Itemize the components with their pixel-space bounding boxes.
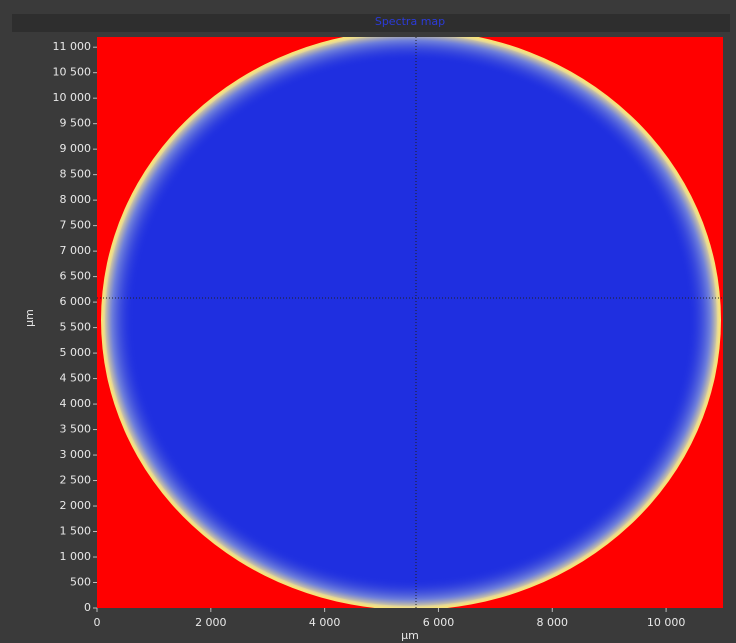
x-tick-label: 10 000 <box>647 616 686 629</box>
y-tick-label: 2 000 <box>60 499 92 512</box>
y-tick-label: 1 500 <box>60 525 92 538</box>
y-tick-label: 7 500 <box>60 219 92 232</box>
y-tick-label: 4 500 <box>60 372 92 385</box>
map <box>97 30 727 620</box>
disc-rim <box>103 32 719 608</box>
x-tick-label: 4 000 <box>309 616 341 629</box>
y-tick-label: 500 <box>70 576 91 589</box>
x-axis-label: µm <box>401 629 419 642</box>
page: {"chart_data": {"type": "heatmap", "titl… <box>0 0 736 643</box>
y-tick-label: 11 000 <box>53 40 92 53</box>
y-tick-label: 3 000 <box>60 448 92 461</box>
y-axis-label: µm <box>23 309 36 327</box>
title-bar <box>12 14 730 32</box>
y-tick-label: 9 500 <box>60 117 92 130</box>
y-tick-label: 10 000 <box>53 91 92 104</box>
y-tick-label: 6 000 <box>60 295 92 308</box>
x-tick-label: 8 000 <box>537 616 569 629</box>
y-tick-label: 0 <box>84 601 91 614</box>
y-tick-label: 3 500 <box>60 423 92 436</box>
chart: Spectra map µm µm 0 500 1 000 1 500 2 000 2 5… <box>0 0 736 643</box>
y-tick-label: 6 500 <box>60 270 92 283</box>
y-tick-label: 5 500 <box>60 321 92 334</box>
y-tick-label: 4 000 <box>60 397 92 410</box>
y-tick-label: 9 000 <box>60 142 92 155</box>
x-tick-label: 2 000 <box>195 616 227 629</box>
y-tick-label: 8 000 <box>60 193 92 206</box>
y-tick-label: 2 500 <box>60 474 92 487</box>
y-tick-label: 7 000 <box>60 244 92 257</box>
y-tick-label: 8 500 <box>60 168 92 181</box>
y-tick-label: 1 000 <box>60 550 92 563</box>
x-tick-label: 6 000 <box>423 616 455 629</box>
chart-title: Spectra map <box>375 15 445 28</box>
x-tick-label: 0 <box>94 616 101 629</box>
y-tick-label: 5 000 <box>60 346 92 359</box>
y-tick-label: 10 500 <box>53 66 92 79</box>
